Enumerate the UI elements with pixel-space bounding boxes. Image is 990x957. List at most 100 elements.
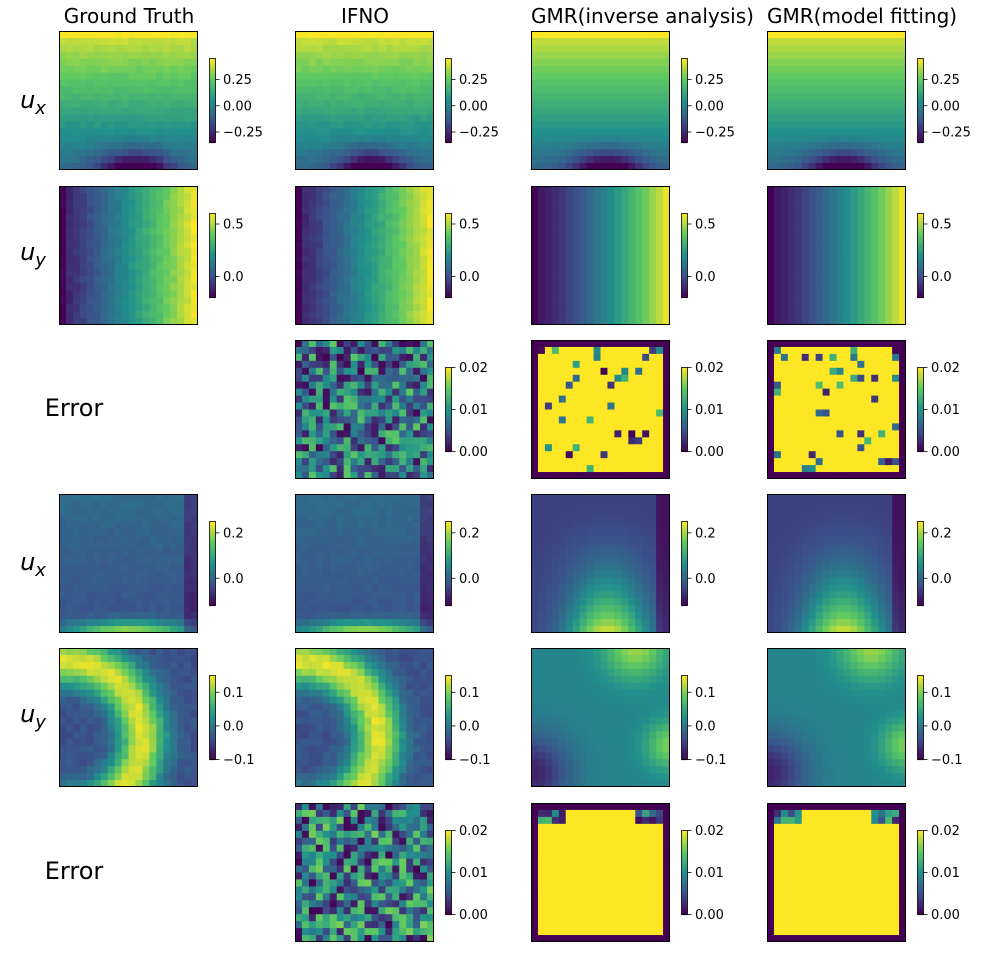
- colorbar-segment: [917, 138, 924, 141]
- heatmap-cell: [885, 156, 893, 164]
- colorbar-frame: [917, 213, 924, 298]
- heatmap-cell: [767, 297, 775, 305]
- colorbar-segment: [445, 293, 452, 296]
- heatmap-cell: [850, 149, 858, 157]
- heatmap-cell: [315, 311, 324, 319]
- colorbar-segment: [445, 396, 452, 400]
- heatmap-cell: [420, 51, 428, 60]
- heatmap-cell: [628, 128, 636, 136]
- colorbar-tick-label: 0.5: [931, 218, 952, 233]
- heatmap-cell: [801, 241, 810, 250]
- heatmap-cell: [350, 465, 359, 473]
- heatmap-cell: [531, 128, 539, 136]
- heatmap-cell: [295, 430, 303, 438]
- colorbar-segment: [681, 140, 688, 144]
- heatmap-cell: [565, 227, 574, 236]
- heatmap-cell: [149, 276, 157, 284]
- heatmap-cell: [72, 58, 81, 67]
- heatmap-cell: [850, 395, 858, 404]
- colorbar-segment: [681, 276, 688, 280]
- heatmap-cell: [857, 388, 865, 397]
- heatmap-cell: [163, 86, 171, 95]
- colorbar-segment: [445, 219, 452, 223]
- heatmap-cell: [537, 128, 546, 136]
- heatmap-cell: [315, 65, 324, 74]
- heatmap-cell: [593, 86, 602, 95]
- heatmap-cell: [399, 367, 407, 376]
- heatmap-cell: [656, 186, 664, 194]
- heatmap-cell: [558, 340, 567, 348]
- heatmap-cell: [628, 186, 636, 194]
- heatmap-cell: [329, 241, 338, 250]
- heatmap-cell: [427, 374, 434, 383]
- heatmap-cell: [600, 51, 609, 60]
- heatmap-cell: [773, 37, 782, 46]
- heatmap-cell: [420, 318, 428, 325]
- heatmap-cell: [537, 114, 546, 122]
- heatmap-cell: [663, 444, 670, 452]
- colorbar-segment: [209, 232, 216, 236]
- heatmap-cell: [371, 297, 379, 305]
- heatmap-cell: [100, 199, 109, 208]
- colorbar-tick-label: 0.5: [695, 218, 716, 233]
- heatmap-cell: [794, 367, 803, 376]
- heatmap-cell: [794, 465, 803, 473]
- heatmap-cell: [586, 255, 595, 264]
- heatmap-cell: [843, 72, 851, 81]
- heatmap-cell: [79, 283, 88, 291]
- colorbar-frame: [681, 213, 688, 298]
- heatmap-cell: [329, 156, 338, 164]
- heatmap-cell: [315, 51, 324, 60]
- heatmap-cell: [843, 44, 851, 53]
- heatmap-cell: [586, 220, 595, 229]
- heatmap-cell: [572, 262, 581, 270]
- heatmap-cell: [892, 430, 900, 438]
- heatmap-cell: [184, 114, 192, 122]
- heatmap-cell: [413, 37, 421, 46]
- heatmap-cell: [607, 437, 615, 445]
- heatmap-cell: [850, 402, 858, 411]
- heatmap-cell: [295, 437, 303, 445]
- heatmap-cell: [427, 360, 434, 369]
- heatmap-cell: [364, 156, 373, 164]
- heatmap-cell: [593, 360, 602, 369]
- heatmap-cell: [767, 234, 775, 243]
- heatmap-uy_a-ifno: [295, 186, 434, 325]
- heatmap-cell: [558, 58, 567, 67]
- heatmap-cell: [59, 213, 67, 222]
- heatmap-cell: [371, 107, 379, 115]
- heatmap-cell: [649, 135, 657, 143]
- heatmap-cell: [586, 58, 595, 67]
- heatmap-cell: [544, 318, 553, 325]
- heatmap-cell: [322, 416, 331, 424]
- heatmap-cell: [892, 458, 900, 466]
- heatmap-cell: [649, 248, 657, 257]
- heatmap-cell: [836, 451, 845, 459]
- heatmap-cell: [427, 128, 434, 136]
- colorbar-segment: [681, 100, 688, 104]
- colorbar-segment: [681, 90, 688, 93]
- heatmap-cell: [871, 409, 879, 418]
- heatmap-cell: [364, 402, 373, 411]
- heatmap-cell: [114, 227, 123, 236]
- heatmap-cell: [836, 458, 845, 466]
- heatmap-cell: [343, 72, 352, 81]
- heatmap-cell: [357, 220, 366, 229]
- heatmap-cell: [142, 494, 150, 502]
- heatmap-cell: [794, 128, 803, 136]
- heatmap-cell: [135, 206, 143, 215]
- heatmap-cell: [329, 79, 338, 88]
- heatmap-cell: [822, 381, 831, 390]
- heatmap-cell: [558, 255, 567, 264]
- axes-frame: [767, 186, 906, 325]
- heatmap-cell: [350, 381, 359, 390]
- heatmap-cell: [600, 65, 609, 74]
- heatmap-cell: [822, 472, 831, 479]
- heatmap-cell: [885, 340, 893, 348]
- heatmap-cell: [295, 192, 303, 201]
- colorbar-segment: [681, 287, 688, 290]
- heatmap-cell: [607, 51, 615, 60]
- heatmap-cell: [878, 114, 886, 122]
- heatmap-cell: [621, 416, 629, 424]
- heatmap-cell: [315, 107, 324, 115]
